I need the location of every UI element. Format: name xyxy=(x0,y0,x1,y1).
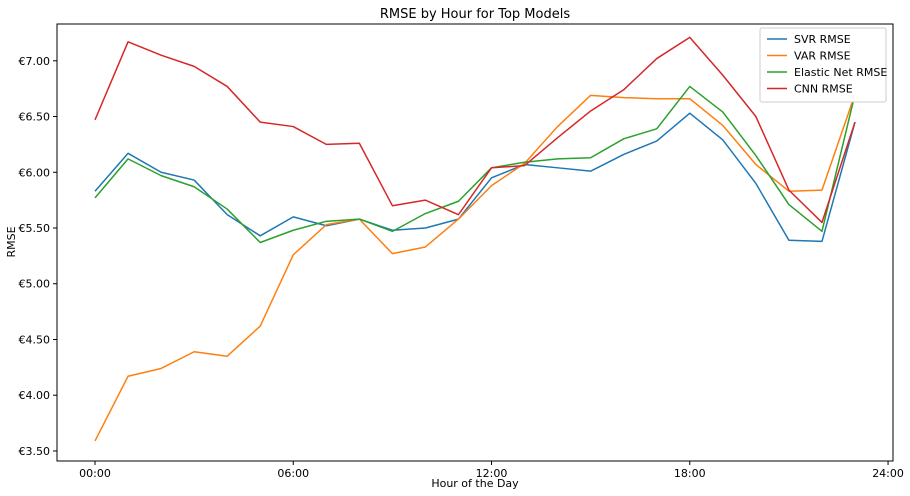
y-tick-label: €6.50 xyxy=(19,111,51,124)
x-tick-label: 12:00 xyxy=(476,467,508,480)
x-axis: 00:00 06:00 12:00 18:00 24:00 xyxy=(79,461,904,480)
series-line-elastic-net-rmse xyxy=(94,85,856,244)
legend-label: CNN RMSE xyxy=(794,83,853,96)
series-line-cnn-rmse xyxy=(94,36,856,224)
legend-box xyxy=(759,27,887,103)
series-line-var-rmse xyxy=(94,93,856,442)
legend: SVR RMSE VAR RMSE Elastic Net RMSE CNN RMSE xyxy=(759,27,887,103)
y-tick-label: €5.50 xyxy=(19,222,51,235)
legend-label: SVR RMSE xyxy=(794,33,851,46)
y-tick-label: €4.50 xyxy=(19,333,51,346)
plot-frame xyxy=(56,23,894,462)
x-tick-label: 06:00 xyxy=(277,467,309,480)
y-axis-title: RMSE xyxy=(5,226,18,257)
y-tick-label: €4.00 xyxy=(19,389,51,402)
legend-label: VAR RMSE xyxy=(794,50,851,63)
series-line-svr-rmse xyxy=(94,112,856,243)
y-tick-label: €7.00 xyxy=(19,55,51,68)
x-axis-title: Hour of the Day xyxy=(431,477,519,490)
y-tick-label: €3.50 xyxy=(19,445,51,458)
y-tick-label: €6.00 xyxy=(19,166,51,179)
x-tick-label: 18:00 xyxy=(674,467,706,480)
x-tick-label: 00:00 xyxy=(79,467,111,480)
x-tick-label: 24:00 xyxy=(872,467,904,480)
y-axis: €3.50 €4.00 €4.50 €5.00 €5.50 €6.00 €6.50 €7.00 xyxy=(19,55,57,458)
plot-area xyxy=(94,36,856,442)
legend-label: Elastic Net RMSE xyxy=(794,66,887,79)
chart-title: RMSE by Hour for Top Models xyxy=(380,7,570,22)
y-tick-label: €5.00 xyxy=(19,278,51,291)
